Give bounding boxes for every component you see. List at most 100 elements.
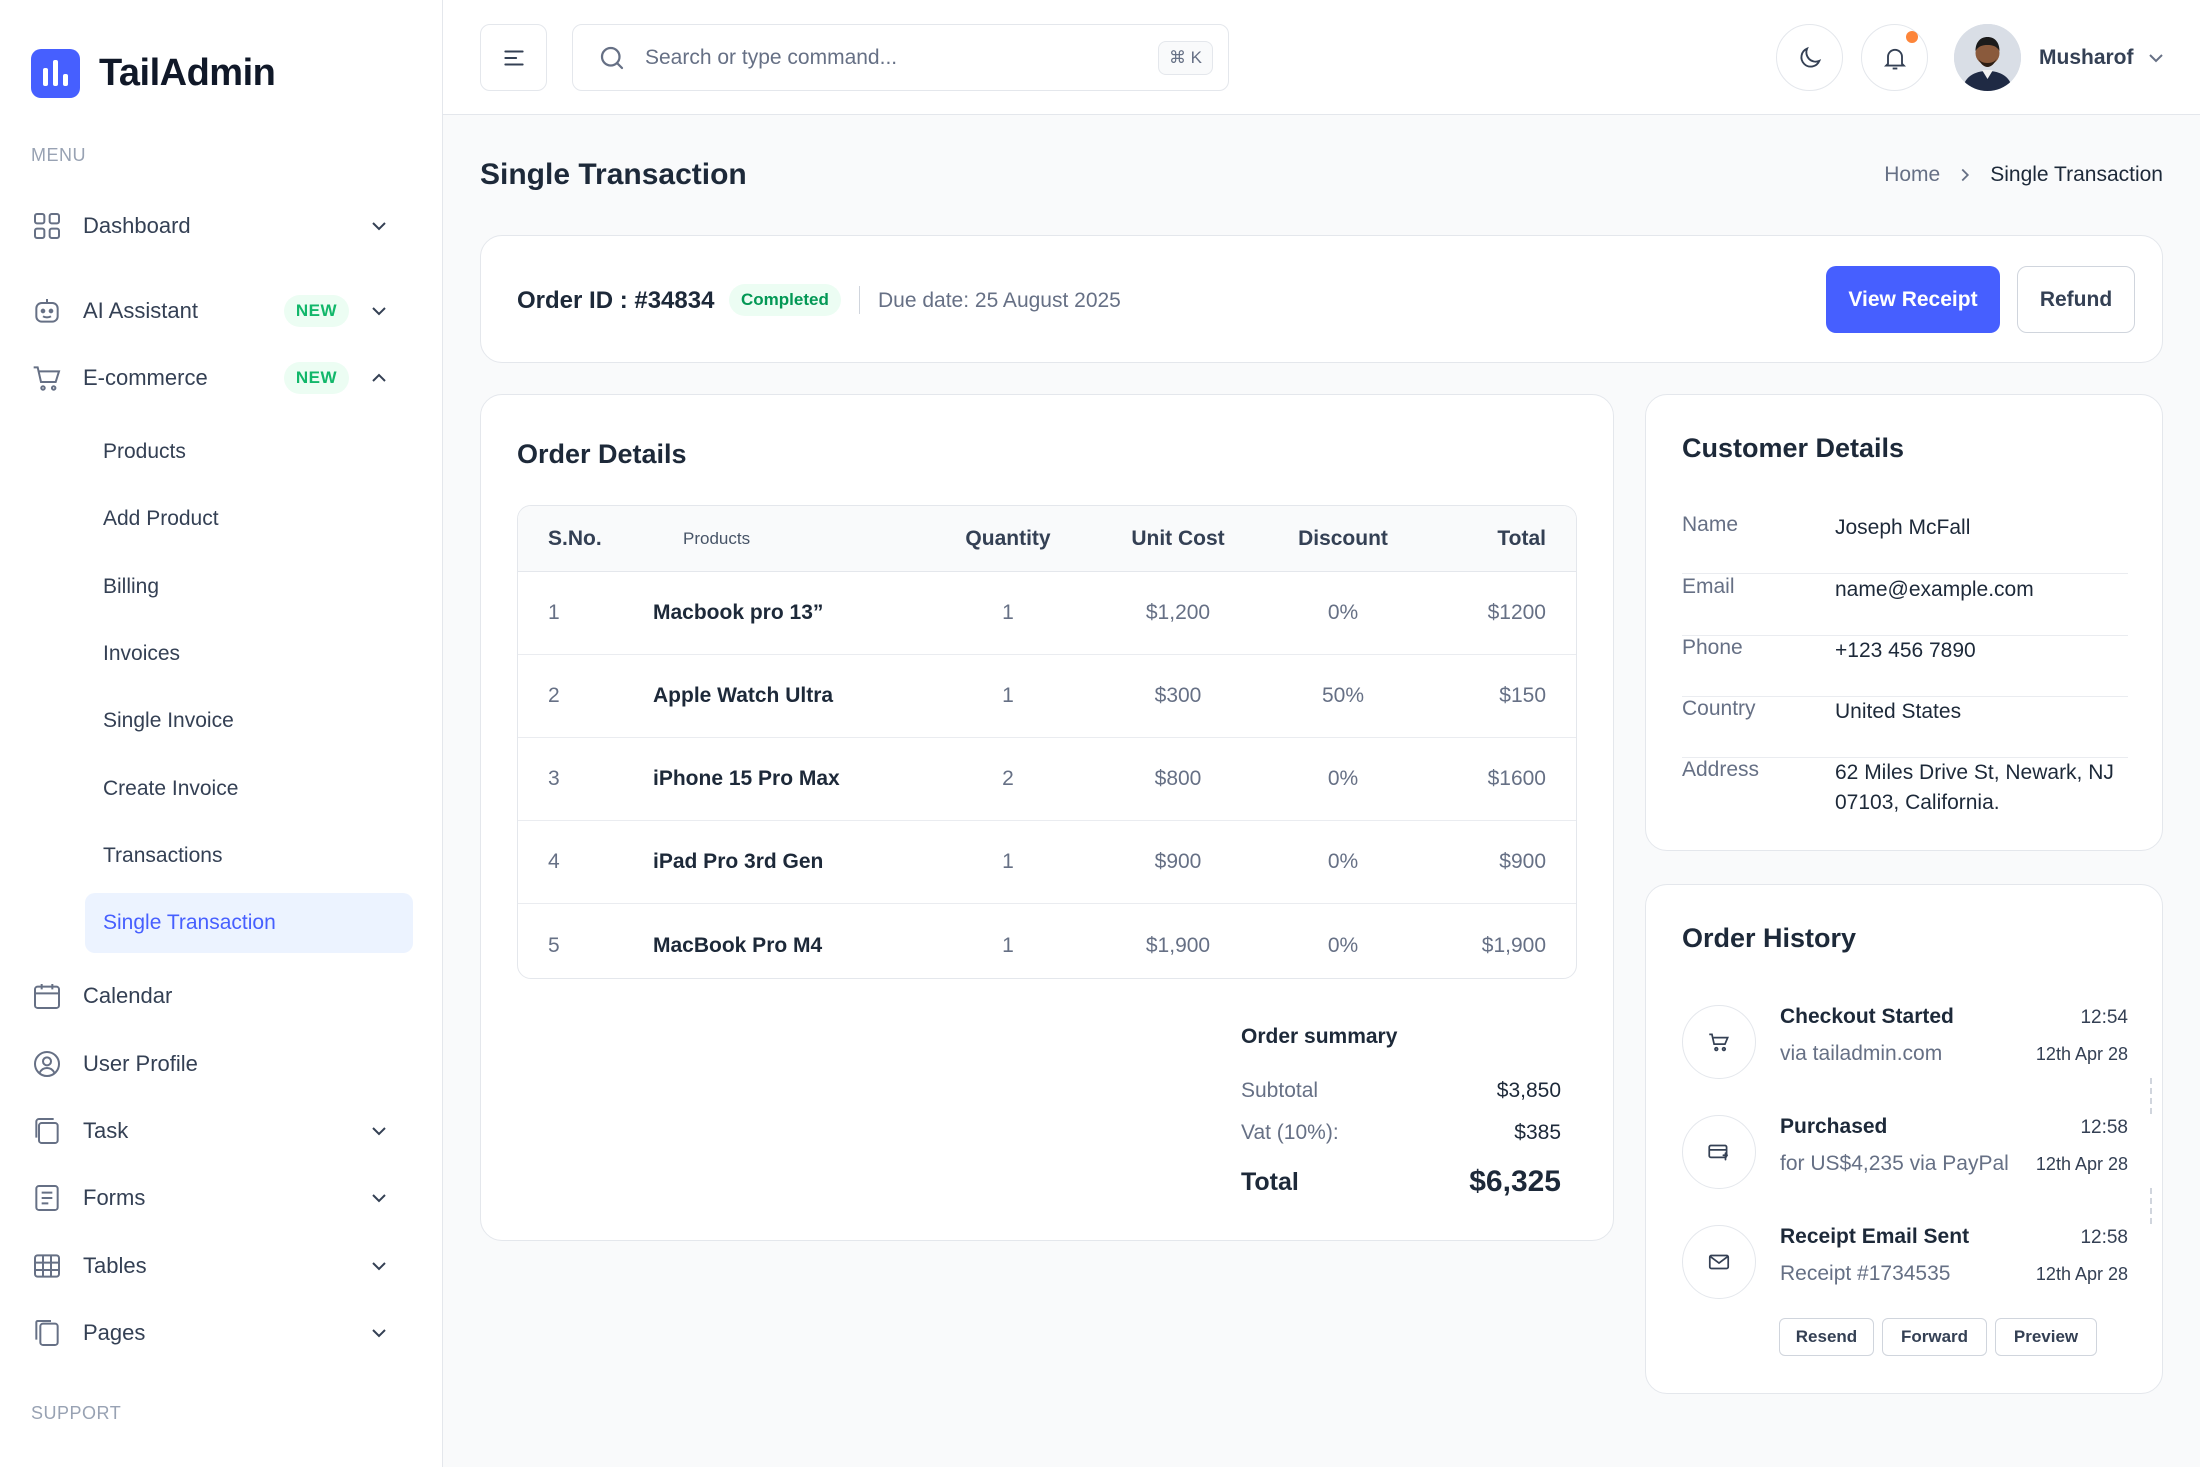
history-item-purchased: Purchased for US$4,235 via PayPal 12:58 … (1682, 1115, 2128, 1195)
sidebar-item-label: AI Assistant (83, 298, 198, 323)
sidebar-toggle-button[interactable] (480, 24, 547, 91)
field-value: United States (1835, 700, 1962, 723)
column-header-products: Products (683, 528, 751, 548)
sidebar-item-task[interactable]: Task (31, 1106, 411, 1156)
table-icon (34, 1254, 60, 1278)
breadcrumb-home-link[interactable]: Home (1884, 163, 1941, 186)
sidebar-item-pages[interactable]: Pages (31, 1308, 411, 1358)
sidebar-subitem-add-product[interactable]: Add Product (103, 507, 219, 530)
cell-quantity: 1 (1002, 684, 1014, 707)
history-subtitle: Receipt #1734535 (1780, 1262, 1951, 1285)
history-item-receipt-email: Receipt Email Sent Receipt #1734535 12:5… (1682, 1225, 2128, 1305)
cart-icon (33, 366, 61, 391)
sidebar-item-label: User Profile (83, 1051, 198, 1076)
cell-unit-cost: $800 (1154, 767, 1202, 790)
cell-total: $1200 (1487, 601, 1546, 624)
column-header-unit-cost: Unit Cost (1131, 526, 1225, 550)
refund-button[interactable]: Refund (2017, 266, 2135, 333)
due-date: Due date: 25 August 2025 (878, 289, 1121, 312)
total-value: $6,325 (1469, 1165, 1561, 1198)
history-subtitle: via tailadmin.com (1780, 1042, 1943, 1065)
sidebar-item-ecommerce[interactable]: E-commerce NEW (31, 353, 411, 403)
cell-unit-cost: $300 (1154, 684, 1202, 707)
breadcrumb: Home Single Transaction (1884, 163, 2163, 187)
sidebar-subitem-single-invoice[interactable]: Single Invoice (103, 709, 234, 732)
chevron-down-icon (372, 1262, 386, 1271)
sidebar: TailAdmin MENU Dashboard AI Assistant NE… (0, 0, 443, 1467)
field-value: +123 456 7890 (1835, 639, 1976, 662)
field-value: Joseph McFall (1835, 516, 1971, 539)
customer-field-country: Country United States (1682, 697, 2128, 758)
view-receipt-button[interactable]: View Receipt (1826, 266, 2000, 333)
chevron-down-icon (2148, 53, 2163, 62)
history-time: 12:54 (2080, 1007, 2128, 1028)
grid-icon (34, 213, 60, 239)
user-menu[interactable]: Musharof (1954, 24, 2168, 91)
divider (859, 286, 860, 314)
field-key: Country (1682, 697, 1756, 720)
cell-sno: 5 (548, 933, 560, 957)
pages-icon (35, 1320, 59, 1346)
table-row: 5 MacBook Pro M4 1 $1,900 0% $1,900 (518, 904, 1576, 978)
card-icon (1682, 1115, 1756, 1189)
history-date: 12th Apr 28 (2035, 1044, 2128, 1064)
history-time: 12:58 (2080, 1117, 2128, 1138)
sidebar-subitem-billing[interactable]: Billing (103, 575, 160, 598)
table-header: S.No. Products Quantity Unit Cost Discou… (518, 506, 1576, 572)
cell-discount: 0% (1327, 601, 1359, 624)
page-title: Single Transaction (480, 158, 747, 191)
field-key: Address (1682, 758, 1760, 781)
sidebar-item-tables[interactable]: Tables (31, 1241, 411, 1291)
subtotal-row: Subtotal $3,850 (1241, 1079, 1561, 1103)
moon-icon (1800, 46, 1821, 67)
subtotal-label: Subtotal (1241, 1079, 1319, 1102)
sidebar-subitem-create-invoice[interactable]: Create Invoice (103, 777, 239, 800)
chevron-down-icon (372, 1127, 386, 1136)
cart-icon (1682, 1005, 1756, 1079)
cell-product: iPhone 15 Pro Max (653, 767, 840, 790)
brand[interactable]: TailAdmin (31, 49, 276, 98)
cell-total: $1,900 (1481, 933, 1546, 957)
sidebar-subitem-single-transaction[interactable]: Single Transaction (85, 893, 413, 953)
sidebar-item-ai-assistant[interactable]: AI Assistant NEW (31, 286, 411, 336)
chevron-down-icon (372, 1329, 386, 1338)
vat-row: Vat (10%): $385 (1241, 1121, 1561, 1145)
cell-quantity: 1 (1002, 601, 1014, 624)
robot-icon (35, 299, 59, 323)
timeline-connector (2150, 1078, 2152, 1114)
new-badge: NEW (283, 295, 349, 327)
calendar-icon (34, 984, 60, 1009)
sidebar-subitem-invoices[interactable]: Invoices (103, 642, 181, 665)
vat-label: Vat (10%): (1241, 1121, 1339, 1144)
customer-field-phone: Phone +123 456 7890 (1682, 636, 2128, 697)
sidebar-item-label: E-commerce (83, 365, 208, 390)
table-row: 3 iPhone 15 Pro Max 2 $800 0% $1600 (518, 738, 1576, 821)
forward-button[interactable]: Forward (1882, 1318, 1987, 1356)
history-title: Receipt Email Sent (1780, 1225, 1970, 1248)
preview-button[interactable]: Preview (1995, 1318, 2097, 1356)
support-section-label: SUPPORT (31, 1403, 122, 1423)
notifications-button[interactable] (1861, 24, 1928, 91)
sidebar-subitem-transactions[interactable]: Transactions (103, 844, 223, 867)
chevron-down-icon (372, 222, 386, 231)
sidebar-item-forms[interactable]: Forms (31, 1173, 411, 1223)
customer-details-card: Customer Details Name Joseph McFall Emai… (1645, 394, 2163, 851)
cell-sno: 3 (548, 767, 560, 790)
top-header: Search or type command... ⌘ K Musharof (443, 0, 2200, 115)
table-row: 4 iPad Pro 3rd Gen 1 $900 0% $900 (518, 821, 1576, 904)
search-input[interactable]: Search or type command... ⌘ K (572, 24, 1229, 91)
column-header-sno: S.No. (548, 526, 602, 550)
order-details-title: Order Details (517, 439, 687, 469)
sidebar-item-user-profile[interactable]: User Profile (31, 1039, 411, 1089)
order-summary-bar: Order ID : #34834 Completed Due date: 25… (480, 235, 2163, 363)
chevron-down-icon (372, 307, 386, 316)
theme-toggle-button[interactable] (1776, 24, 1843, 91)
cell-total: $900 (1499, 850, 1546, 873)
sidebar-item-dashboard[interactable]: Dashboard (31, 201, 411, 251)
table-row: 1 Macbook pro 13” 1 $1,200 0% $1200 (518, 572, 1576, 655)
sidebar-item-calendar[interactable]: Calendar (31, 971, 411, 1021)
resend-button[interactable]: Resend (1779, 1318, 1874, 1356)
sidebar-subitem-products[interactable]: Products (103, 440, 186, 463)
new-badge: NEW (283, 362, 349, 394)
subtotal-value: $3,850 (1496, 1079, 1561, 1102)
